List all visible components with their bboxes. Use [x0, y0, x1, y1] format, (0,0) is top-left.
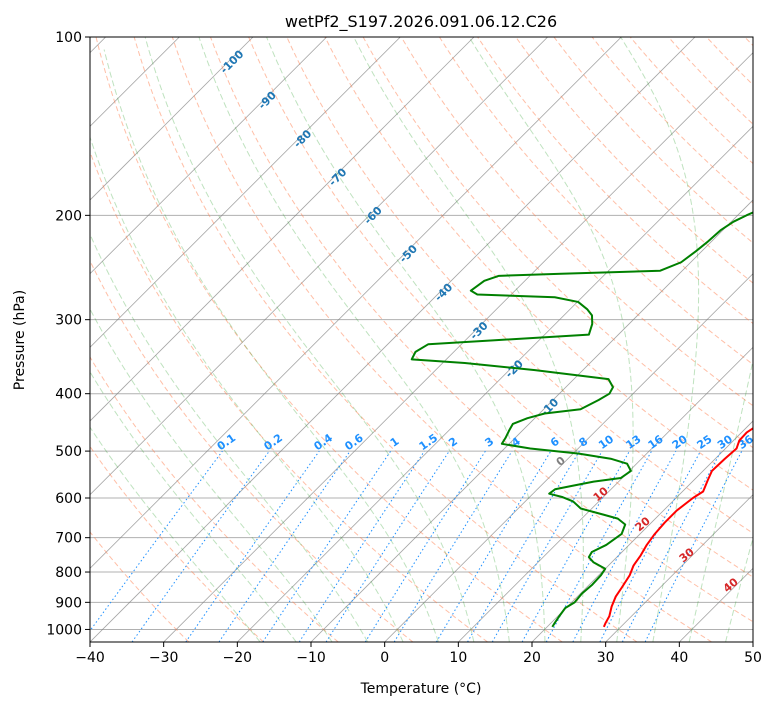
y-tick-label: 400	[55, 387, 82, 403]
mixing-ratio-line	[218, 450, 351, 642]
y-tick-label: 600	[55, 491, 82, 507]
plot-background	[90, 37, 753, 642]
moist-adiabat-line	[353, 37, 584, 642]
moist-adiabat-line	[90, 135, 404, 642]
mixing-ratio-line	[364, 450, 486, 642]
isotherm-line	[90, 37, 401, 348]
isotherm-line	[605, 494, 753, 642]
moist-adiabat-line	[90, 370, 297, 642]
mixing-ratio-line	[491, 450, 603, 642]
moist-adiabat-line	[688, 358, 753, 642]
dry-adiabat-line	[171, 37, 712, 642]
temperature-line	[602, 427, 753, 628]
y-tick-label: 700	[55, 531, 82, 547]
isotherm-line	[90, 37, 254, 201]
y-tick-label: 500	[55, 444, 82, 460]
moist-adiabat-line	[90, 426, 261, 642]
mixing-ratio-line	[572, 450, 677, 642]
x-tick-label: −40	[75, 650, 105, 666]
moist-adiabat-line	[103, 49, 439, 642]
mixing-ratio-line	[467, 450, 580, 642]
moist-adiabat-line	[90, 233, 369, 642]
dry-adiabat-line	[210, 37, 753, 623]
dry-adiabat-line	[362, 37, 753, 449]
gridlines	[90, 37, 753, 642]
isotherm-line	[384, 273, 753, 642]
moist-adiabat-line	[266, 37, 546, 642]
y-tick-label: 900	[55, 595, 82, 611]
isotherm-line	[458, 346, 753, 642]
chart-title: wetPf2_S197.2026.091.06.12.C26	[285, 12, 557, 32]
moist-adiabat-line	[90, 308, 333, 642]
x-tick-label: 30	[597, 650, 615, 666]
dry-adiabat-line	[95, 37, 563, 642]
isotherm-line	[90, 37, 548, 496]
x-axis-title: Temperature (°C)	[360, 681, 482, 697]
dry-adiabat-line	[286, 37, 753, 534]
x-tick-label: 20	[523, 650, 541, 666]
x-tick-label: −10	[296, 650, 326, 666]
sounding-series	[410, 211, 753, 628]
dry-adiabat-line	[439, 37, 753, 366]
mixing-ratio-line	[435, 450, 552, 642]
dry-adiabat-line	[90, 531, 190, 642]
x-tick-label: −30	[149, 650, 179, 666]
dry-adiabat-line	[324, 37, 753, 491]
dry-adiabat-line	[90, 150, 488, 642]
moist-adiabat-line	[198, 37, 510, 642]
dry-adiabat-line	[90, 356, 339, 642]
x-tick-label: 50	[744, 650, 762, 666]
dry-adiabat-line	[591, 37, 753, 204]
y-tick-label: 100	[55, 30, 82, 46]
isotherm-line	[531, 420, 753, 642]
moist-adiabat-line	[620, 37, 700, 642]
dewpoint-line	[410, 211, 753, 628]
mixing-ratio-line	[185, 450, 320, 642]
isotherm-line	[90, 37, 475, 422]
mixing-ratio-line	[521, 450, 630, 642]
dry-adiabat-line	[133, 37, 638, 642]
dry-adiabat-line	[553, 37, 753, 244]
dry-adiabat-line	[90, 259, 414, 642]
dry-adiabat-line	[248, 37, 753, 578]
isotherm-line	[90, 37, 622, 569]
isotherm-line	[237, 125, 753, 642]
x-tick-label: 40	[670, 650, 688, 666]
isotherm-line	[90, 37, 696, 642]
plot-frame	[89, 36, 754, 643]
isotherm-line	[90, 37, 327, 275]
mixing-ratio-line	[325, 450, 450, 642]
y-tick-label: 800	[55, 565, 82, 581]
isotherm-line	[163, 52, 753, 642]
y-tick-label: 200	[55, 208, 82, 224]
isotherm-line	[752, 641, 753, 642]
mixing-ratio-line	[90, 450, 223, 632]
x-tick-label: −20	[223, 650, 253, 666]
x-tick-label: 10	[449, 650, 467, 666]
moist-adiabat-line	[144, 37, 475, 642]
dry-adiabat-line	[400, 37, 753, 407]
mixing-ratio-line	[131, 450, 270, 642]
y-axis-title: Pressure (hPa)	[12, 290, 28, 390]
x-tick-label: 0	[380, 650, 389, 666]
y-tick-label: 300	[55, 313, 82, 329]
mixing-ratio-line	[393, 450, 513, 642]
axis-ticks: −40 −30 −20 −10 0 10 20 30 40 50 100 200 300 400 500 60…	[46, 30, 762, 666]
dry-adiabat-line	[477, 37, 753, 325]
y-tick-label: 1000	[46, 622, 82, 638]
